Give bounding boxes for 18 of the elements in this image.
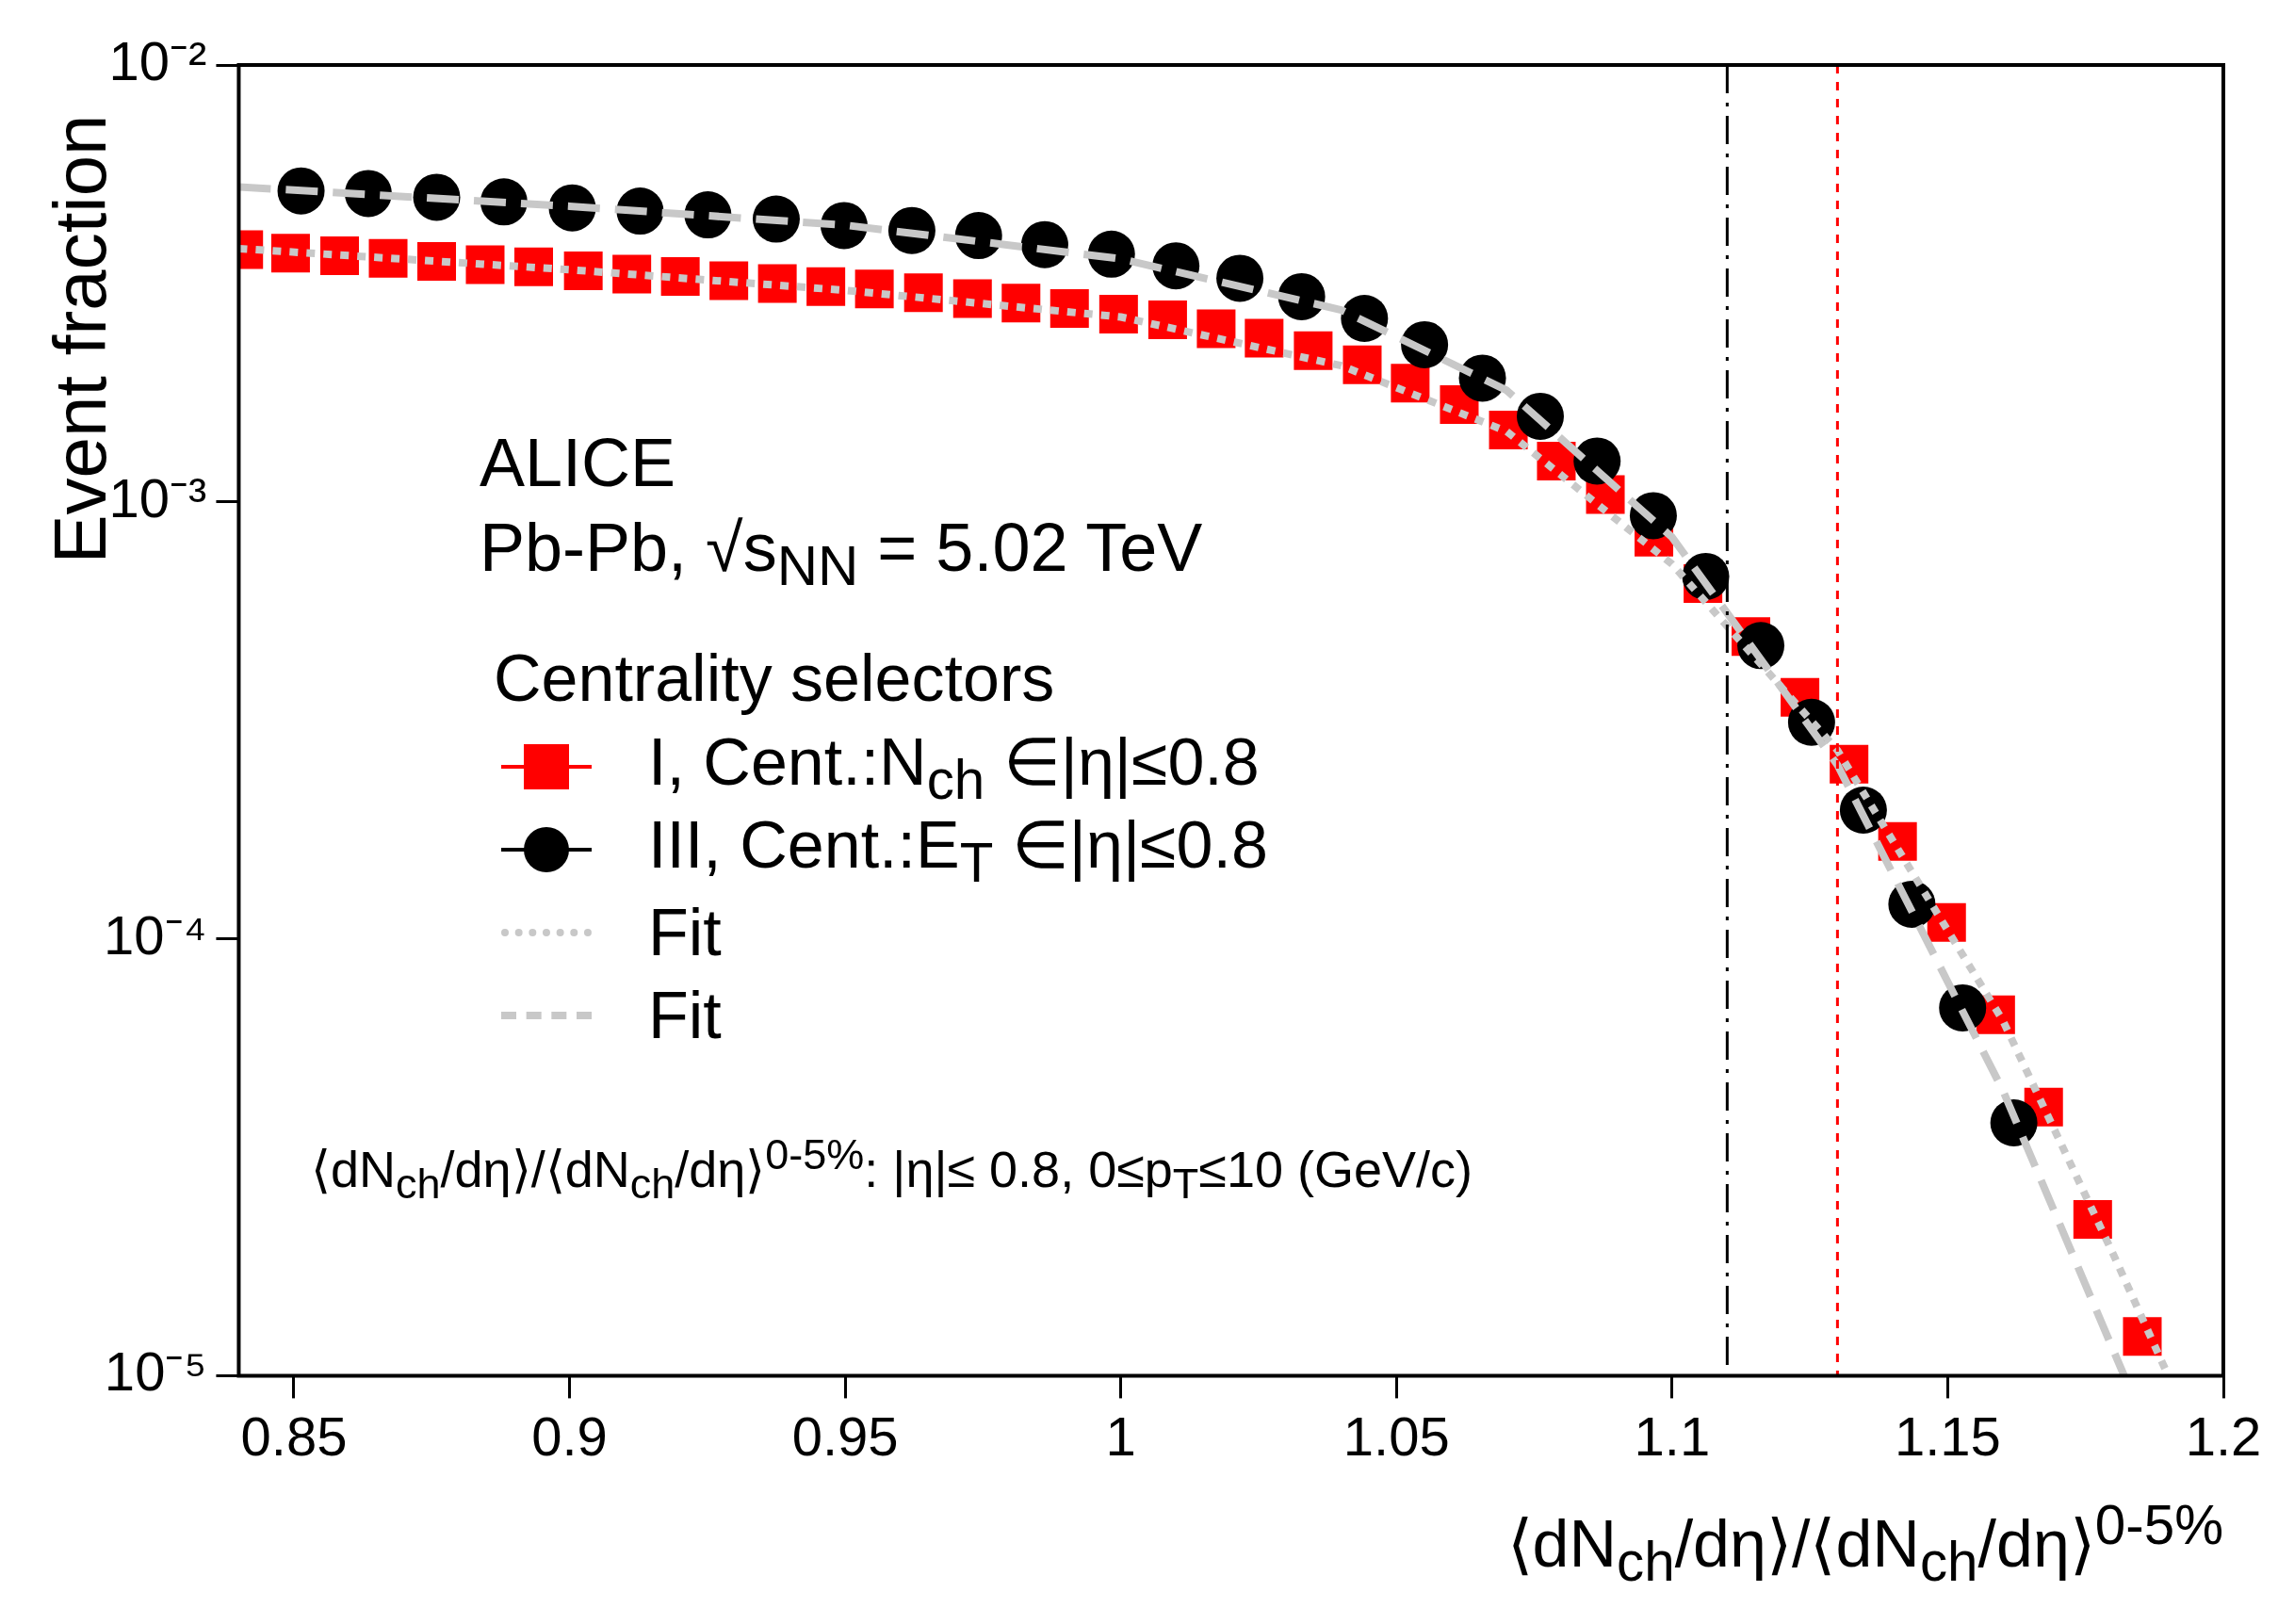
legend-label: Fit xyxy=(648,895,722,970)
x-tick-label: 1 xyxy=(1105,1405,1136,1468)
legend-label: Fit xyxy=(648,978,722,1053)
x-tick-label: 1.2 xyxy=(2185,1405,2262,1468)
x-tick-label: 1.05 xyxy=(1342,1405,1450,1468)
x-axis-title: ⟨dN$_{ch}$/dη⟩/⟨dN$_{ch}$/dη⟩$^{0-5%}$ xyxy=(1506,1493,2223,1594)
annotation: ALICE xyxy=(480,424,676,501)
y-tick-label: 10⁻⁴ xyxy=(104,903,207,966)
y-tick-label: 10⁻² xyxy=(108,30,207,91)
y-tick-label: 10⁻⁵ xyxy=(104,1340,207,1403)
x-tick-label: 0.9 xyxy=(531,1405,608,1468)
x-tick-label: 1.15 xyxy=(1894,1405,2001,1468)
annotation: Pb-Pb, √s$_{NN}$ = 5.02 TeV xyxy=(480,509,1203,599)
x-tick-label: 1.1 xyxy=(1634,1405,1711,1468)
text: ⟨dN$_{ch}$/dη⟩/⟨dN$_{ch}$/dη⟩$^{0-5%}$: |η|≤ 0.8, 0≤p$_{T}$≤10 (GeV/c) xyxy=(311,1130,1473,1208)
legend-title: Centrality selectors xyxy=(494,641,1056,716)
x-tick-label: 0.85 xyxy=(240,1405,348,1468)
x-tick-label: 0.95 xyxy=(791,1405,899,1468)
